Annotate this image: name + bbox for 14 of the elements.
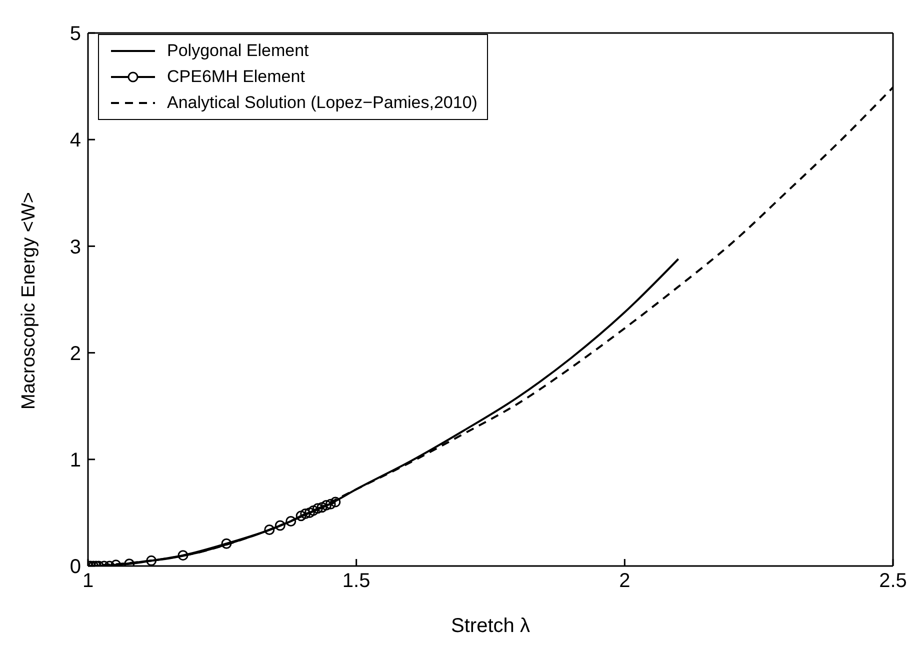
x-axis-title: Stretch λ [451,615,530,637]
x-tick-label: 2 [619,570,630,592]
legend-label: CPE6MH Element [167,67,305,87]
legend-label: Analytical Solution (Lopez−Pamies,2010) [167,93,478,113]
y-tick-label: 1 [70,450,81,472]
y-tick-label: 4 [70,130,81,152]
x-tick-label: 2.5 [879,570,907,592]
legend-label: Polygonal Element [167,41,309,61]
y-tick-label: 3 [70,236,81,258]
y-tick-label: 5 [70,23,81,46]
x-tick-label: 1.5 [342,570,370,592]
y-tick-label: 2 [70,342,81,365]
y-axis-title: Macroscopic Energy <W> [18,192,40,410]
y-tick-label: 0 [70,556,81,578]
